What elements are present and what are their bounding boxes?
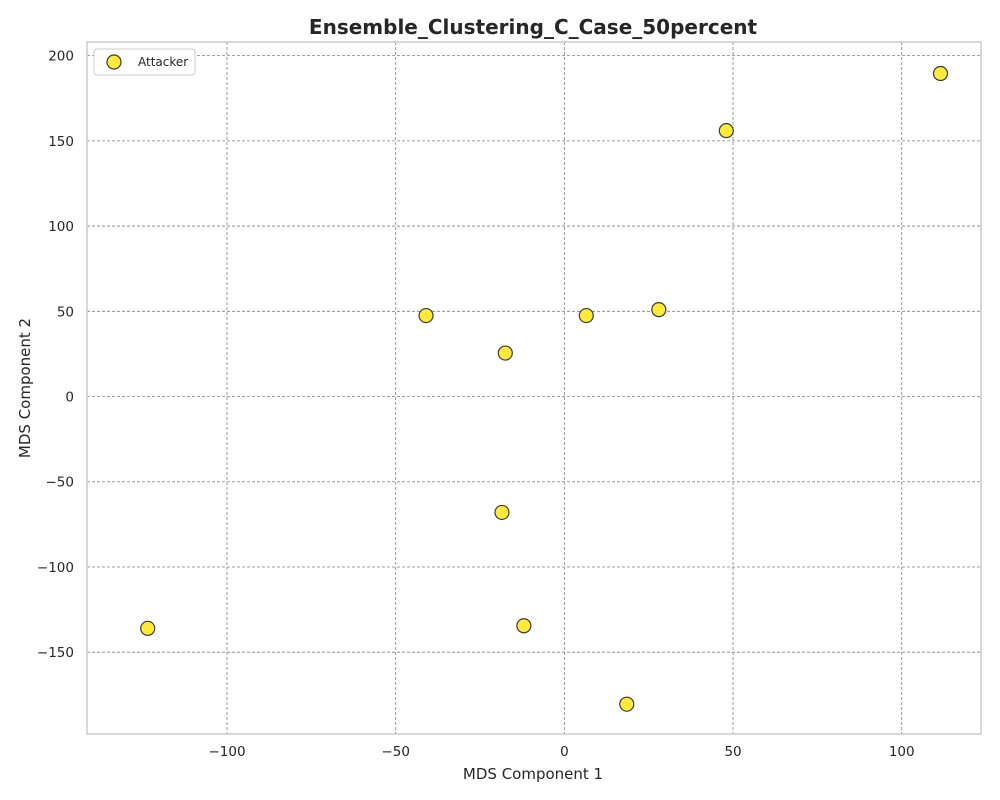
data-point xyxy=(651,301,667,318)
data-point xyxy=(932,65,949,82)
data-point xyxy=(619,696,635,712)
y-tick-label: 0 xyxy=(65,390,74,406)
y-tick-label: 150 xyxy=(48,134,74,150)
data-point xyxy=(494,504,510,521)
data-point xyxy=(418,307,434,324)
x-tick-label: 50 xyxy=(724,744,741,760)
data-point xyxy=(140,620,156,636)
x-tick-label: −100 xyxy=(208,744,245,760)
y-tick-label: −100 xyxy=(37,560,74,576)
y-tick-label: 100 xyxy=(48,219,74,235)
legend-marker xyxy=(106,54,122,70)
x-tick-label: −50 xyxy=(381,744,410,760)
legend-label: Attacker xyxy=(138,55,188,69)
y-tick-label: 200 xyxy=(48,49,74,65)
legend: Attacker xyxy=(93,48,196,76)
y-tick-label: 50 xyxy=(57,304,74,320)
x-tick-label: 100 xyxy=(889,744,915,760)
y-axis-ticks: 200 150 100 50 0 −50 −100 −150 xyxy=(37,49,74,662)
y-tick-label: −50 xyxy=(46,475,75,491)
grid xyxy=(87,42,981,734)
data-point xyxy=(718,123,734,139)
data-point xyxy=(516,618,532,634)
y-tick-label: −150 xyxy=(37,645,74,661)
data-point xyxy=(497,345,513,361)
x-axis-ticks: −100 −50 0 50 100 xyxy=(208,744,914,760)
x-tick-label: 0 xyxy=(560,744,569,760)
legend-box xyxy=(93,48,196,76)
chart-title: Ensemble_Clustering_C_Case_50percent xyxy=(309,15,758,39)
y-axis-label: MDS Component 2 xyxy=(16,318,34,458)
data-points xyxy=(140,65,949,712)
data-point xyxy=(578,307,594,324)
plot-frame xyxy=(86,41,982,735)
x-axis-label: MDS Component 1 xyxy=(463,765,603,783)
